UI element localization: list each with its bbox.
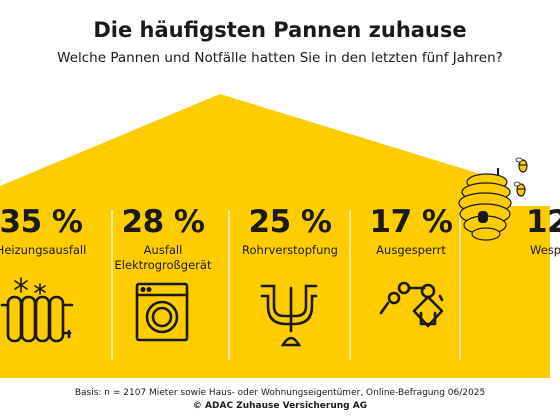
footnote-copyright: © ADAC Zuhause Versicherung AG bbox=[192, 401, 368, 411]
stat-ausgesperrt: 17 % Ausgesperrt bbox=[346, 205, 476, 258]
wasp-nest-icon bbox=[458, 157, 528, 241]
stat-value: 17 % bbox=[369, 204, 454, 240]
wasp-icon bbox=[515, 157, 528, 173]
pipe-clog-icon bbox=[260, 284, 318, 347]
stat-wespe: 12 Wespe bbox=[526, 205, 560, 258]
washing-machine-icon bbox=[135, 282, 189, 342]
stat-label: Wespe bbox=[530, 243, 560, 257]
radiator-snowflake-icon bbox=[0, 277, 74, 343]
stat-heizungsausfall: 35 % Heizungsausfall bbox=[0, 205, 106, 258]
stat-ausfall-elektrogrossgeraet: 28 % Ausfall Elektrogroßgerät bbox=[98, 205, 228, 273]
stat-label: Ausfall Elektrogroßgerät bbox=[114, 243, 212, 272]
stat-value: 25 % bbox=[248, 204, 333, 240]
stat-rohrverstopfung: 25 % Rohrverstopfung bbox=[225, 205, 355, 258]
stat-value: 35 % bbox=[0, 204, 83, 240]
chart-subtitle: Welche Pannen und Notfälle hatten Sie in… bbox=[57, 50, 503, 66]
footnote-basis: Basis: n = 2107 Mieter sowie Haus- oder … bbox=[74, 388, 486, 398]
wasp-icon bbox=[513, 181, 526, 197]
stat-value: 28 % bbox=[121, 204, 206, 240]
chart-title: Die häufigsten Pannen zuhause bbox=[93, 18, 467, 42]
stat-label: Ausgesperrt bbox=[376, 243, 446, 257]
stat-dividers bbox=[111, 210, 461, 360]
stat-label: Heizungsausfall bbox=[0, 243, 87, 257]
keys-house-icon bbox=[379, 281, 444, 328]
stat-value: 12 bbox=[526, 205, 560, 240]
stat-label: Rohrverstopfung bbox=[242, 243, 338, 257]
